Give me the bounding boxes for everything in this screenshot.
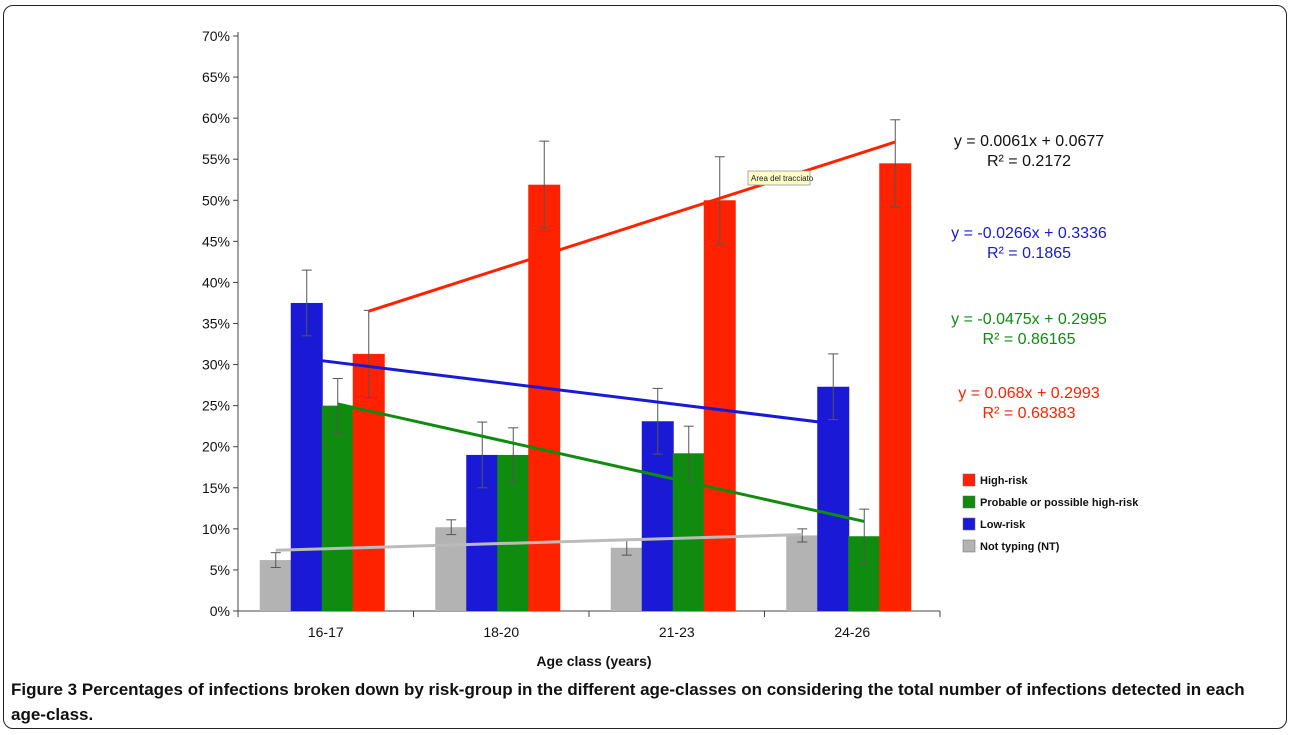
y-tick-label: 30%	[202, 357, 230, 373]
trendline-equation: y = 0.068x + 0.2993	[958, 385, 1100, 402]
bar-chart: 0% 5% 10% 15% 20% 25% 30% 35% 40% 45% 50% 55% 60% 65%…	[202, 28, 1139, 669]
trendline	[337, 402, 865, 523]
trendline-equation: y = -0.0475x + 0.2995	[951, 311, 1107, 328]
legend-label: Low-risk	[980, 519, 1026, 531]
legend-swatch	[962, 539, 976, 553]
y-tick-label: 50%	[202, 192, 230, 208]
tooltip-box	[747, 170, 811, 186]
trendline-r2: R² = 0.86165	[983, 331, 1076, 348]
bar	[817, 386, 850, 611]
trendline-r2: R² = 0.2172	[987, 153, 1071, 170]
bar	[786, 535, 819, 611]
chart-legend: High-risk Probable or possible high-risk L…	[962, 473, 1139, 553]
trendline	[275, 533, 803, 552]
trendline-r2: R² = 0.1865	[987, 245, 1071, 262]
y-tick-label: 55%	[202, 151, 230, 167]
y-tick-label: 65%	[202, 69, 230, 85]
tooltip-text: Area del tracciato	[751, 174, 814, 183]
trendline	[306, 357, 834, 426]
bar	[703, 200, 736, 612]
bar	[259, 560, 292, 611]
trendline-r2: R² = 0.68383	[983, 405, 1076, 422]
trendline-equation: y = -0.0266x + 0.3336	[951, 225, 1107, 242]
y-tick-label: 45%	[202, 233, 230, 249]
x-tick-label: 16-17	[308, 624, 344, 640]
y-tick-label: 40%	[202, 274, 230, 290]
legend-label: Probable or possible high-risk	[980, 497, 1139, 509]
bar	[321, 405, 354, 611]
legend-label: High-risk	[980, 475, 1029, 487]
y-tick-label: 10%	[202, 521, 230, 537]
bar	[528, 184, 561, 611]
legend-label: Not typing (NT)	[980, 541, 1060, 553]
caption-text: Percentages of infections broken down by…	[11, 680, 1245, 724]
bar-group	[259, 119, 912, 612]
chart-axes: 0% 5% 10% 15% 20% 25% 30% 35% 40% 45% 50% 55% 60% 65%…	[202, 28, 941, 669]
x-tick-label: 18-20	[483, 624, 519, 640]
legend-swatch	[962, 517, 976, 531]
x-tick-label: 21-23	[659, 624, 695, 640]
y-tick-label: 20%	[202, 439, 230, 455]
y-tick-label: 25%	[202, 398, 230, 414]
figure-caption: Figure 3 Percentages of infections broke…	[11, 677, 1281, 727]
legend-swatch	[962, 495, 976, 509]
trendline	[368, 140, 896, 313]
trendline-group	[275, 140, 896, 552]
y-tick-label: 15%	[202, 480, 230, 496]
y-tick-label: 70%	[202, 28, 230, 44]
plot-area-tooltip: Area del tracciato	[747, 170, 814, 186]
trendline-equations: y = 0.0061x + 0.0677 R² = 0.2172 y = -0.02…	[951, 133, 1107, 422]
trendline-equation: y = 0.0061x + 0.0677	[954, 133, 1104, 150]
x-axis-label: Age class (years)	[536, 653, 651, 669]
y-tick-label: 35%	[202, 316, 230, 332]
y-tick-label: 5%	[210, 562, 230, 578]
caption-label: Figure 3	[11, 680, 78, 699]
y-tick-label: 60%	[202, 110, 230, 126]
y-tick-label: 0%	[210, 603, 230, 619]
bar	[290, 302, 323, 611]
figure-frame	[3, 5, 1287, 729]
bar	[435, 527, 468, 611]
legend-swatch	[962, 473, 976, 487]
x-tick-label: 24-26	[834, 624, 870, 640]
bar	[610, 547, 643, 611]
bar	[879, 163, 912, 612]
